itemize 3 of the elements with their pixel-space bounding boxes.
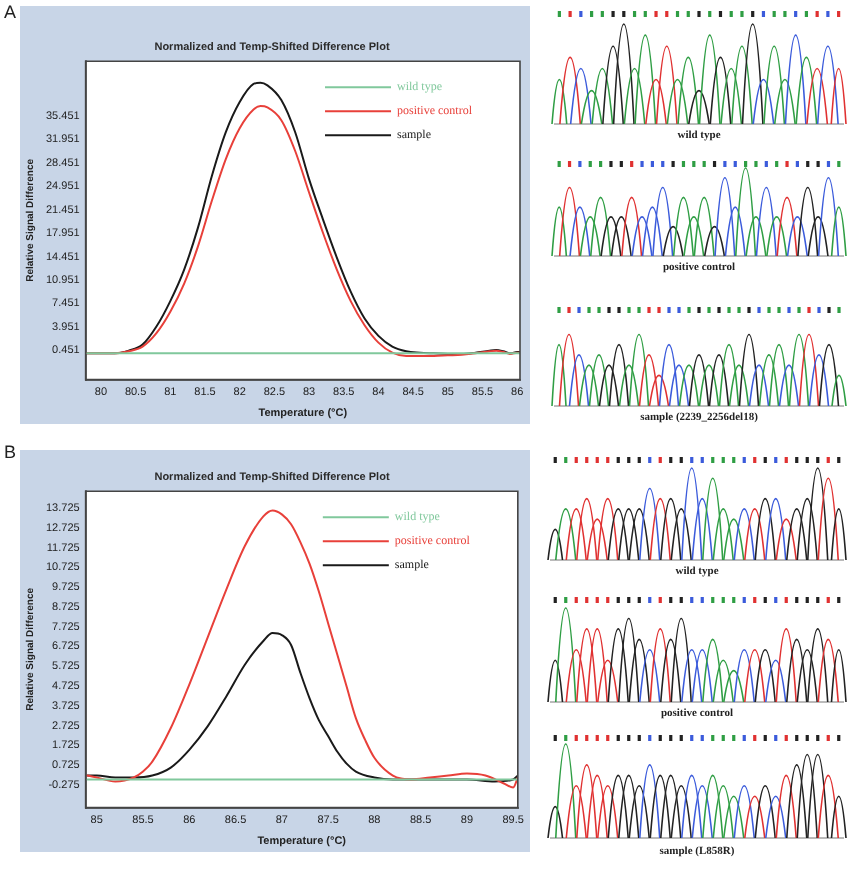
text: A — [4, 2, 17, 22]
text: B — [4, 442, 17, 462]
line-series — [86, 509, 518, 789]
